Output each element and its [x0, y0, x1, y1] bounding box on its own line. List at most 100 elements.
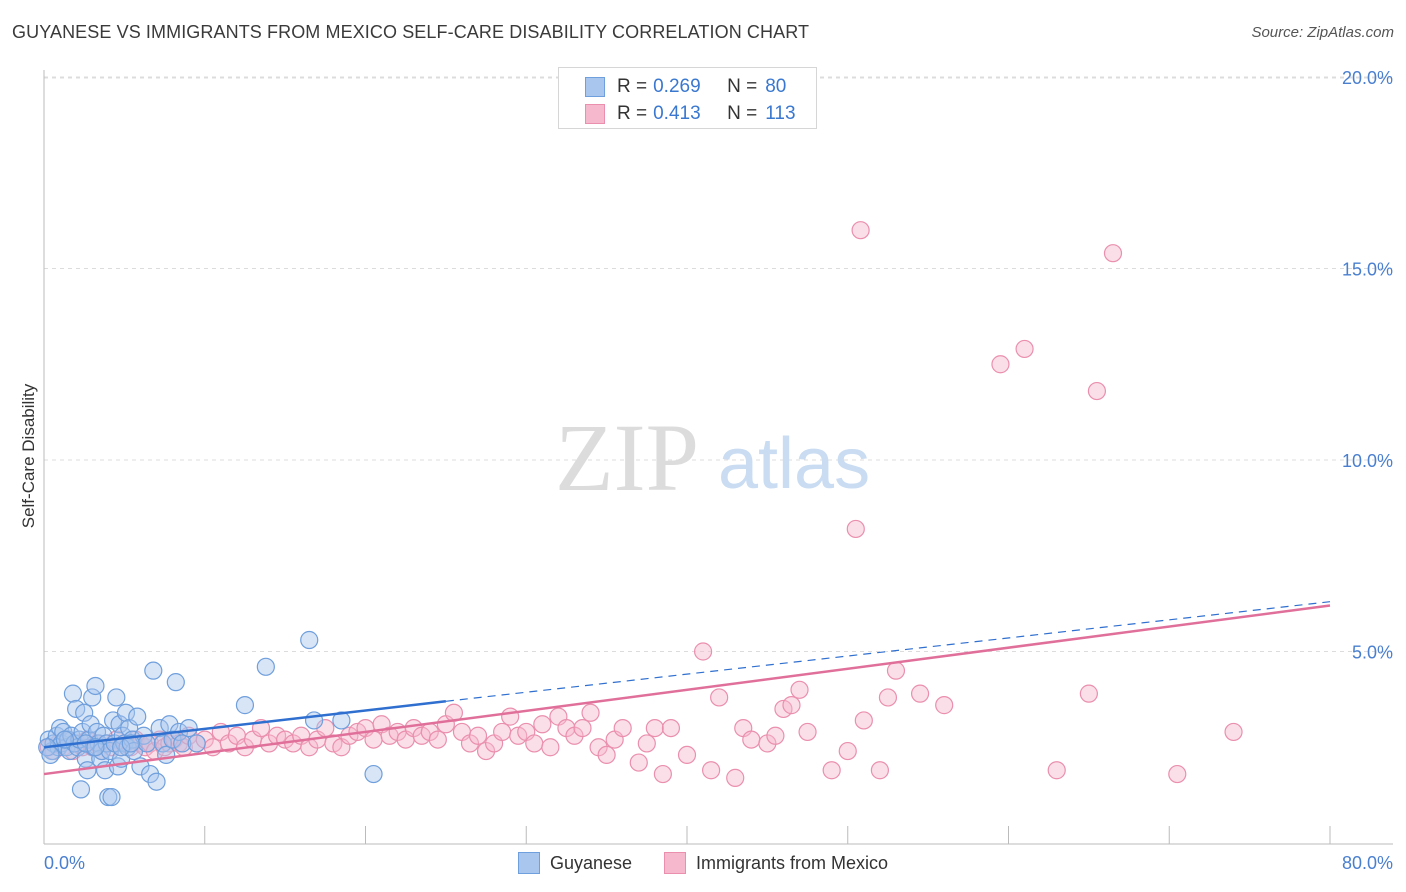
point-guyanese [153, 734, 173, 753]
grid-lines [44, 76, 1393, 652]
point-mexico [1015, 339, 1034, 359]
point-mexico [364, 730, 383, 749]
legend-swatch-guyanese [517, 852, 540, 874]
watermark: ZIP atlas [555, 404, 870, 511]
point-guyanese [107, 688, 126, 707]
point-mexico [822, 761, 841, 780]
legend-row-guyanese: R = 0.269 N = 80 [585, 75, 786, 99]
trend-line-guyanese [43, 700, 447, 749]
legend-swatch-blue [585, 77, 605, 97]
chart-title: GUYANESE VS IMMIGRANTS FROM MEXICO SELF-… [12, 22, 810, 42]
point-mexico [790, 680, 809, 699]
point-mexico [798, 722, 817, 742]
point-mexico [886, 661, 906, 680]
legend-item-guyanese: Guyanese [517, 852, 632, 874]
x-tick-label-max: 80.0% [1342, 853, 1393, 873]
point-guyanese [300, 630, 319, 650]
point-mexico [573, 718, 592, 738]
point-mexico [726, 768, 745, 787]
point-guyanese [71, 780, 91, 799]
point-guyanese [364, 764, 383, 784]
y-tick-label: 20.0% [1342, 68, 1393, 88]
source-label: Source: ZipAtlas.com [1251, 24, 1394, 41]
point-mexico [597, 745, 616, 765]
point-mexico [766, 726, 785, 745]
point-guyanese [41, 745, 60, 765]
legend-n-label: N = [727, 103, 758, 124]
point-guyanese [147, 772, 166, 791]
point-mexico [846, 519, 865, 539]
point-mexico [1103, 244, 1123, 263]
point-mexico [878, 688, 898, 707]
y-tick-label: 5.0% [1352, 643, 1393, 663]
legend-r-value: 0.413 [653, 103, 701, 124]
point-guyanese [235, 696, 255, 715]
point-mexico [710, 688, 729, 707]
trend-lines [43, 601, 1331, 776]
point-mexico [613, 718, 632, 738]
legend-n-value: 80 [765, 76, 787, 97]
legend-n-label: N = [727, 76, 758, 97]
trend-line-mexico [43, 604, 1331, 776]
point-mexico [501, 707, 520, 726]
point-mexico [910, 684, 930, 703]
y-tick-label: 10.0% [1342, 451, 1393, 471]
point-mexico [1168, 764, 1187, 784]
legend-r-label: R = [617, 103, 648, 124]
x-tick-label-min: 0.0% [44, 853, 85, 873]
point-guyanese [166, 673, 185, 692]
point-mexico [1079, 684, 1098, 703]
point-mexico [693, 642, 713, 661]
y-axis-label: Self-Care Disability [19, 383, 38, 528]
point-mexico [838, 741, 857, 761]
legend-r-label: R = [617, 76, 648, 97]
point-guyanese [256, 657, 275, 676]
legend-label-guyanese: Guyanese [549, 852, 632, 873]
point-guyanese [157, 745, 176, 765]
series-guyanese [38, 630, 383, 807]
axes [43, 70, 1393, 845]
point-mexico [581, 703, 600, 722]
point-mexico [870, 761, 890, 780]
point-mexico [468, 726, 488, 745]
point-guyanese [83, 688, 102, 707]
point-mexico [702, 761, 721, 780]
point-mexico [428, 730, 447, 749]
point-mexico [493, 722, 512, 742]
point-guyanese [86, 676, 105, 696]
legend-r-value: 0.269 [653, 76, 701, 97]
legend-swatch-mexico [664, 852, 686, 874]
point-mexico [742, 730, 761, 749]
point-mexico [629, 753, 648, 772]
point-mexico [1047, 761, 1066, 780]
point-guyanese [102, 787, 121, 807]
point-mexico [1224, 722, 1243, 742]
point-guyanese [187, 734, 206, 753]
watermark-atlas: atlas [718, 424, 870, 504]
point-guyanese [63, 684, 83, 703]
point-mexico [645, 718, 664, 738]
point-mexico [637, 734, 656, 753]
legend-n-value: 113 [765, 103, 796, 124]
point-guyanese [110, 715, 129, 734]
point-guyanese [179, 718, 198, 738]
point-guyanese [128, 707, 147, 726]
point-mexico [541, 738, 560, 757]
point-mexico [854, 711, 873, 730]
point-mexico [661, 718, 681, 738]
point-guyanese [137, 734, 156, 753]
point-mexico [525, 734, 544, 753]
point-guyanese [332, 711, 351, 730]
stats-legend: R = 0.269 N = 80 R = 0.413 N = 113 [558, 67, 817, 129]
point-mexico [991, 355, 1010, 374]
watermark-zip: ZIP [555, 404, 699, 511]
point-mexico [533, 715, 552, 734]
point-guyanese [116, 703, 136, 722]
point-mexico [782, 696, 801, 715]
point-mexico [851, 221, 870, 240]
y-tick-label: 15.0% [1342, 260, 1393, 280]
legend-row-mexico: R = 0.413 N = 113 [585, 102, 796, 126]
tick-labels: 5.0% 10.0% 15.0% 20.0% 0.0% 80.0% [44, 68, 1393, 873]
legend-label-mexico: Immigrants from Mexico [696, 852, 889, 873]
